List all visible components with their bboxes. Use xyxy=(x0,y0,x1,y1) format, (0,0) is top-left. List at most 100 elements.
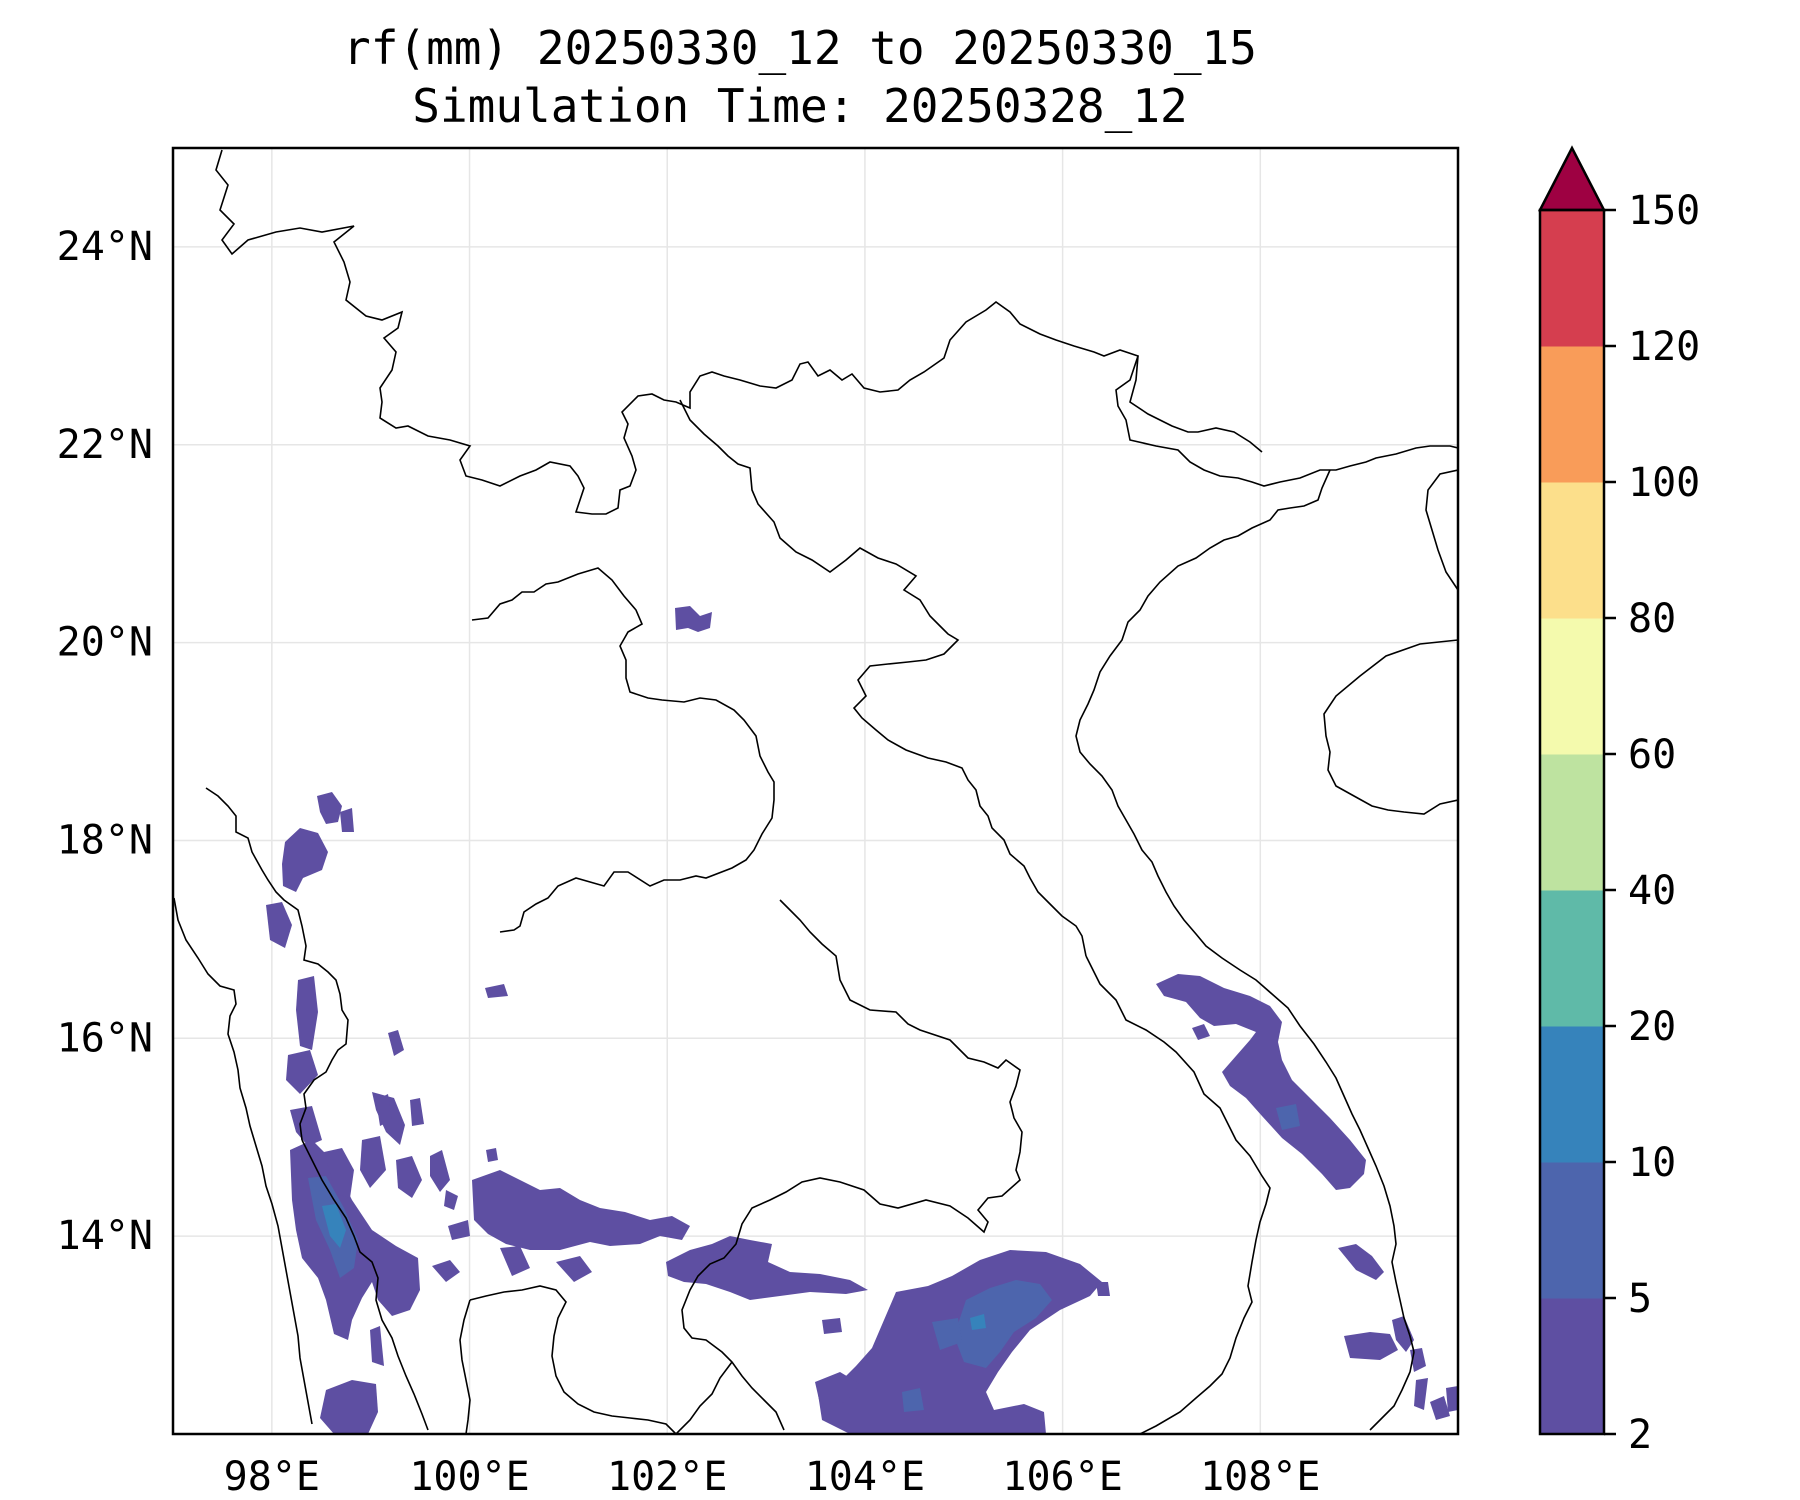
x-tick-label: 100°E xyxy=(409,1454,529,1500)
y-axis-ticks: 24°N 22°N 20°N 18°N 16°N 14°N xyxy=(57,224,153,1259)
x-tick-label: 108°E xyxy=(1200,1454,1320,1500)
coastline xyxy=(301,1139,429,1431)
x-tick-label: 104°E xyxy=(805,1454,925,1500)
colorbar-tick-label: 60 xyxy=(1628,732,1676,778)
rain-area xyxy=(430,1150,450,1192)
colorbar-segment xyxy=(1540,1162,1604,1299)
colorbar-tick-label: 120 xyxy=(1628,324,1700,370)
colorbar: 2 5 10 20 40 60 80 100 120 150 xyxy=(1537,145,1700,1458)
colorbar-tick-label: 150 xyxy=(1628,188,1700,234)
coastline xyxy=(1129,355,1263,453)
colorbar-tick-label: 10 xyxy=(1628,1140,1676,1186)
border-line xyxy=(679,399,1087,957)
x-tick-label: 106°E xyxy=(1002,1454,1122,1500)
y-tick-label: 22°N xyxy=(57,422,153,468)
colorbar-tick-label: 5 xyxy=(1628,1276,1652,1322)
y-tick-label: 14°N xyxy=(57,1213,153,1259)
rainfall-layer xyxy=(266,606,1458,1434)
coastline xyxy=(675,1361,733,1434)
border-line xyxy=(681,899,1023,1431)
rain-area xyxy=(1192,1024,1210,1040)
rain-area xyxy=(410,1098,424,1126)
rain-area xyxy=(376,1094,392,1126)
rain-area xyxy=(815,1372,860,1404)
rain-area xyxy=(396,1156,422,1198)
x-tick-label: 98°E xyxy=(224,1454,320,1500)
rain-area xyxy=(266,902,292,948)
rain-area xyxy=(500,1246,530,1276)
rain-area xyxy=(320,1380,378,1434)
rain-area xyxy=(370,1326,384,1366)
rain-area xyxy=(444,1190,458,1210)
border-line xyxy=(215,149,1458,515)
colorbar-extend-arrow xyxy=(1537,145,1607,212)
rain-area xyxy=(1446,1386,1458,1412)
rain-area xyxy=(1096,1282,1110,1296)
rain-area-5-10 xyxy=(932,1318,962,1350)
coastlines-borders xyxy=(173,149,1458,1434)
colorbar-tick-label: 80 xyxy=(1628,596,1676,642)
colorbar-tick-label: 100 xyxy=(1628,460,1700,506)
map-title: rf(mm) 20250330_12 to 20250330_15 xyxy=(343,21,1257,75)
coastline xyxy=(1369,1351,1415,1431)
rain-area xyxy=(556,1256,592,1282)
y-tick-label: 18°N xyxy=(57,817,153,863)
colorbar-segment xyxy=(1540,1026,1604,1163)
map-panel xyxy=(173,148,1458,1434)
graticule xyxy=(173,148,1458,1434)
coastline xyxy=(469,1285,677,1434)
rain-area-5-10 xyxy=(1276,1104,1300,1130)
colorbar-tick-label: 40 xyxy=(1628,868,1676,914)
y-tick-label: 20°N xyxy=(57,620,153,666)
rain-area xyxy=(822,1318,842,1334)
colorbar-segment xyxy=(1540,1298,1604,1435)
border-line xyxy=(1085,955,1271,1434)
rain-area xyxy=(1156,974,1366,1190)
border-line xyxy=(205,787,349,1141)
rain-area-10-20 xyxy=(970,1314,986,1330)
rain-area xyxy=(360,1136,386,1188)
rain-area xyxy=(666,1236,868,1300)
rain-area xyxy=(485,984,508,998)
colorbar-segment xyxy=(1540,210,1604,347)
border-line xyxy=(471,567,775,933)
rain-area xyxy=(340,808,354,832)
y-tick-label: 16°N xyxy=(57,1015,153,1061)
rain-area xyxy=(1392,1316,1414,1352)
rain-area xyxy=(324,1148,354,1198)
rain-area xyxy=(1344,1332,1398,1360)
map-frame xyxy=(171,146,1460,1436)
rain-area xyxy=(1338,1244,1384,1280)
rain-area xyxy=(286,1050,318,1094)
rain-area-5-10 xyxy=(954,1280,1052,1368)
rain-area xyxy=(472,1170,690,1250)
rain-area-10-20 xyxy=(322,1204,346,1248)
map-subtitle: Simulation Time: 20250328_12 xyxy=(412,79,1188,133)
colorbar-segment xyxy=(1540,618,1604,755)
rain-area xyxy=(290,1106,322,1146)
rain-area-5-10 xyxy=(902,1388,924,1412)
rain-area xyxy=(282,828,328,892)
rain-area xyxy=(432,1260,460,1282)
colorbar-tick-label: 2 xyxy=(1628,1412,1652,1458)
rain-area xyxy=(388,1030,404,1056)
colorbar-segment xyxy=(1540,482,1604,619)
coastline xyxy=(1323,639,1458,815)
colorbar-segment xyxy=(1540,890,1604,1027)
rain-area xyxy=(1414,1378,1428,1410)
rain-area xyxy=(448,1220,470,1240)
colorbar-segment xyxy=(1540,346,1604,483)
x-axis-ticks: 98°E 100°E 102°E 104°E 106°E 108°E xyxy=(224,1454,1321,1500)
colorbar-tick-label: 20 xyxy=(1628,1004,1676,1050)
rain-area xyxy=(675,606,712,632)
colorbar-segment xyxy=(1540,754,1604,891)
rain-area xyxy=(1430,1396,1450,1420)
y-tick-label: 24°N xyxy=(57,224,153,270)
rain-area xyxy=(296,976,318,1050)
coastline xyxy=(459,1299,471,1434)
coastline xyxy=(1425,469,1458,591)
x-tick-label: 102°E xyxy=(607,1454,727,1500)
coastline xyxy=(173,897,313,1425)
coastline xyxy=(1075,469,1415,1353)
